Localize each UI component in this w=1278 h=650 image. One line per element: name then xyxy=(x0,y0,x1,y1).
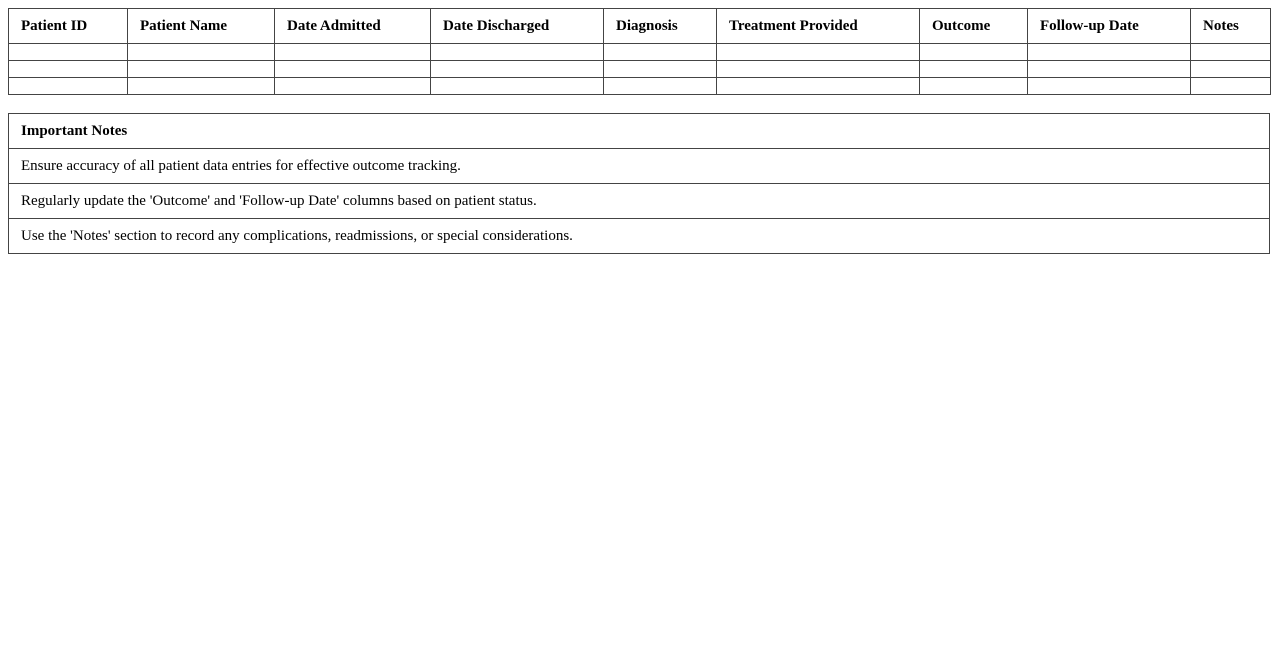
table-cell[interactable] xyxy=(127,77,275,95)
table-cell[interactable] xyxy=(8,60,128,78)
table-row xyxy=(8,60,1271,78)
table-cell[interactable] xyxy=(430,43,604,61)
table-cell[interactable] xyxy=(1190,43,1271,61)
table-cell[interactable] xyxy=(716,43,920,61)
table-cell[interactable] xyxy=(603,60,717,78)
table-row xyxy=(8,43,1271,61)
table-cell[interactable] xyxy=(1027,43,1191,61)
table-cell[interactable] xyxy=(919,77,1028,95)
table-cell[interactable] xyxy=(127,60,275,78)
table-cell[interactable] xyxy=(716,60,920,78)
column-header: Patient ID xyxy=(8,8,128,44)
column-header: Notes xyxy=(1190,8,1271,44)
table-row xyxy=(8,77,1271,95)
table-cell[interactable] xyxy=(274,77,431,95)
table-cell[interactable] xyxy=(716,77,920,95)
column-header: Date Discharged xyxy=(430,8,604,44)
column-header: Date Admitted xyxy=(274,8,431,44)
column-header: Diagnosis xyxy=(603,8,717,44)
header-row: Patient ID Patient Name Date Admitted Date … xyxy=(8,8,1271,44)
table-cell[interactable] xyxy=(8,43,128,61)
important-notes-table: Important Notes Ensure accuracy of all p… xyxy=(8,113,1270,254)
note-item: Regularly update the 'Outcome' and 'Foll… xyxy=(8,183,1270,219)
column-header: Outcome xyxy=(919,8,1028,44)
table-cell[interactable] xyxy=(919,60,1028,78)
column-header: Treatment Provided xyxy=(716,8,920,44)
table-cell[interactable] xyxy=(430,77,604,95)
table-cell[interactable] xyxy=(919,43,1028,61)
table-cell[interactable] xyxy=(430,60,604,78)
table-cell[interactable] xyxy=(1190,60,1271,78)
table-cell[interactable] xyxy=(274,60,431,78)
notes-title: Important Notes xyxy=(8,113,1270,149)
table-cell[interactable] xyxy=(274,43,431,61)
table-cell[interactable] xyxy=(8,77,128,95)
patient-outcomes-table: Patient ID Patient Name Date Admitted Date … xyxy=(8,8,1271,95)
table-cell[interactable] xyxy=(1027,77,1191,95)
note-item: Ensure accuracy of all patient data entr… xyxy=(8,148,1270,184)
table-cell[interactable] xyxy=(1190,77,1271,95)
column-header: Follow-up Date xyxy=(1027,8,1191,44)
table-cell[interactable] xyxy=(1027,60,1191,78)
note-item: Use the 'Notes' section to record any co… xyxy=(8,218,1270,254)
table-cell[interactable] xyxy=(603,43,717,61)
table-cell[interactable] xyxy=(127,43,275,61)
column-header: Patient Name xyxy=(127,8,275,44)
table-cell[interactable] xyxy=(603,77,717,95)
